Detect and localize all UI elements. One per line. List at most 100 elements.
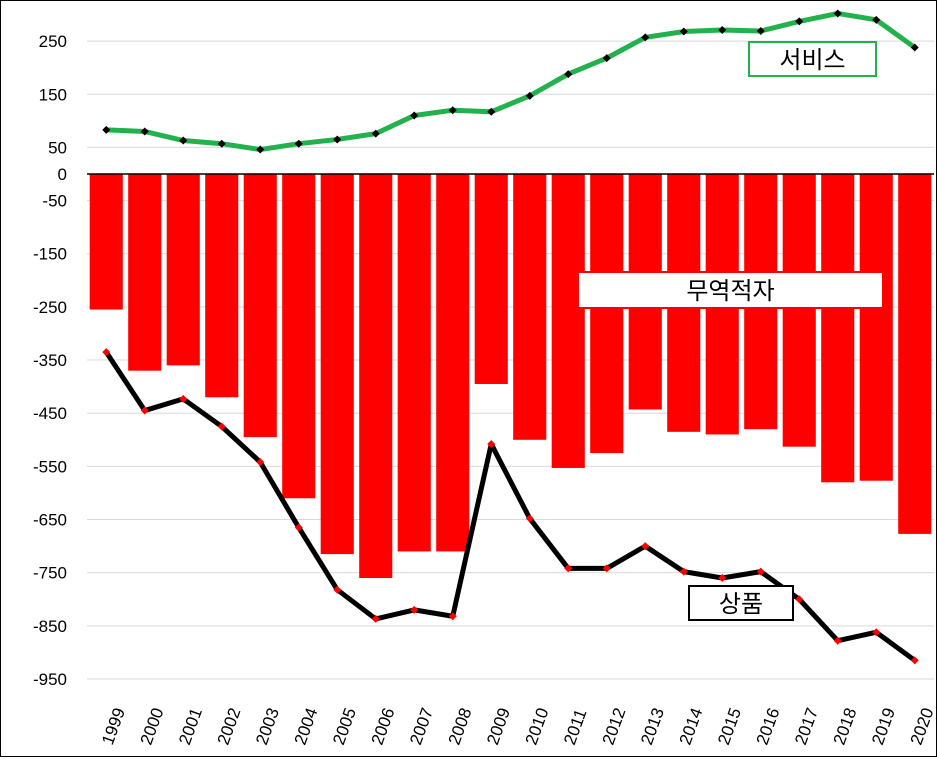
label-services-box [748,41,877,77]
data-point [910,43,919,52]
data-point [333,585,342,594]
bar-2019 [859,174,893,481]
data-point [256,458,265,467]
data-point [410,111,419,120]
bar-2009 [474,174,508,384]
data-point [410,605,419,614]
x-tick-label: 2004 [291,705,322,747]
data-point [525,91,534,100]
y-tick-label: 0 [58,165,67,184]
bar-2007 [397,174,431,552]
x-tick-label: 2003 [252,705,283,747]
label-goods: 상품 [688,585,794,621]
y-tick-label: -150 [33,245,67,264]
data-point [294,523,303,532]
y-tick-label: -50 [42,192,67,211]
bar-1999 [89,174,123,310]
label-goods-box [688,585,794,621]
bar-2008 [436,174,470,552]
label-services: 서비스 [748,41,877,77]
label-services-text: 서비스 [779,47,845,74]
bar-2000 [128,174,162,371]
y-tick-label: -350 [33,351,67,370]
data-point [564,564,573,573]
data-point [833,9,842,18]
bar-2020 [898,174,932,534]
data-point [564,70,573,79]
bar-2012 [590,174,624,454]
x-tick-label: 2001 [175,705,206,747]
y-tick-label: 150 [39,85,67,104]
data-point [679,27,688,36]
data-point [872,628,881,637]
lines [102,9,919,665]
y-axis-ticks: 250 150 50 0 -50 -150 -250 -350 -450 -550 -650 -750… [33,32,67,689]
x-tick-label: 2009 [483,705,514,747]
x-tick-label: 2007 [406,705,437,747]
data-point [795,17,804,26]
data-point [602,54,611,63]
x-tick-label: 2015 [714,705,745,747]
data-point [371,614,380,623]
bar-2001 [166,174,200,366]
x-tick-label: 2020 [907,705,936,747]
label-trade-deficit-box [577,271,884,309]
label-trade-deficit: 무역적자 [577,271,884,309]
x-tick-label: 2002 [214,705,245,747]
bar-2010 [513,174,547,440]
bars [89,174,932,578]
data-point [487,107,496,116]
data-point [718,25,727,34]
data-point [602,564,611,573]
data-point [217,422,226,431]
label-goods-text: 상품 [719,591,763,618]
x-tick-label: 2018 [830,705,861,747]
data-point [910,656,919,665]
bar-2018 [821,174,855,483]
data-point [140,406,149,415]
data-point [641,542,650,551]
y-tick-label: -850 [33,617,67,636]
x-tick-label: 2011 [560,707,590,748]
data-point [872,15,881,24]
bar-2003 [243,174,277,438]
series-line-services [106,10,917,153]
data-point [448,612,457,621]
data-point [179,136,188,145]
y-tick-label: -450 [33,404,67,423]
data-point [487,440,496,449]
x-tick-label: 2005 [329,705,360,747]
x-tick-label: 2000 [137,705,168,747]
data-point [756,27,765,36]
y-tick-label: -250 [33,298,67,317]
data-point [256,145,265,154]
data-point [371,129,380,138]
data-point [448,106,457,115]
x-tick-label: 2014 [676,705,707,747]
x-tick-label: 2019 [868,705,899,747]
x-tick-label: 2016 [753,705,784,747]
data-point [679,567,688,576]
x-tick-label: 2008 [445,705,476,747]
y-tick-label: -650 [33,511,67,530]
bar-2004 [282,174,316,499]
y-tick-label: -550 [33,457,67,476]
x-tick-label: 1999 [98,705,129,747]
y-tick-label: -750 [33,564,67,583]
data-point [217,139,226,148]
data-point [833,636,842,645]
bar-2006 [359,174,393,578]
x-axis-ticks: 1999 2000 2001 2002 2003 2004 2005 2006 2007 2008… [98,705,937,748]
x-tick-label: 2012 [599,705,630,747]
y-tick-label: 250 [39,32,67,51]
x-tick-label: 2010 [522,705,553,747]
x-tick-label: 2017 [791,705,822,747]
label-trade-deficit-text: 무역적자 [686,278,774,305]
x-tick-label: 2006 [368,705,399,747]
data-point [179,394,188,403]
data-point [641,33,650,42]
data-point [756,567,765,576]
x-tick-label: 2013 [637,705,668,747]
data-point [525,514,534,523]
